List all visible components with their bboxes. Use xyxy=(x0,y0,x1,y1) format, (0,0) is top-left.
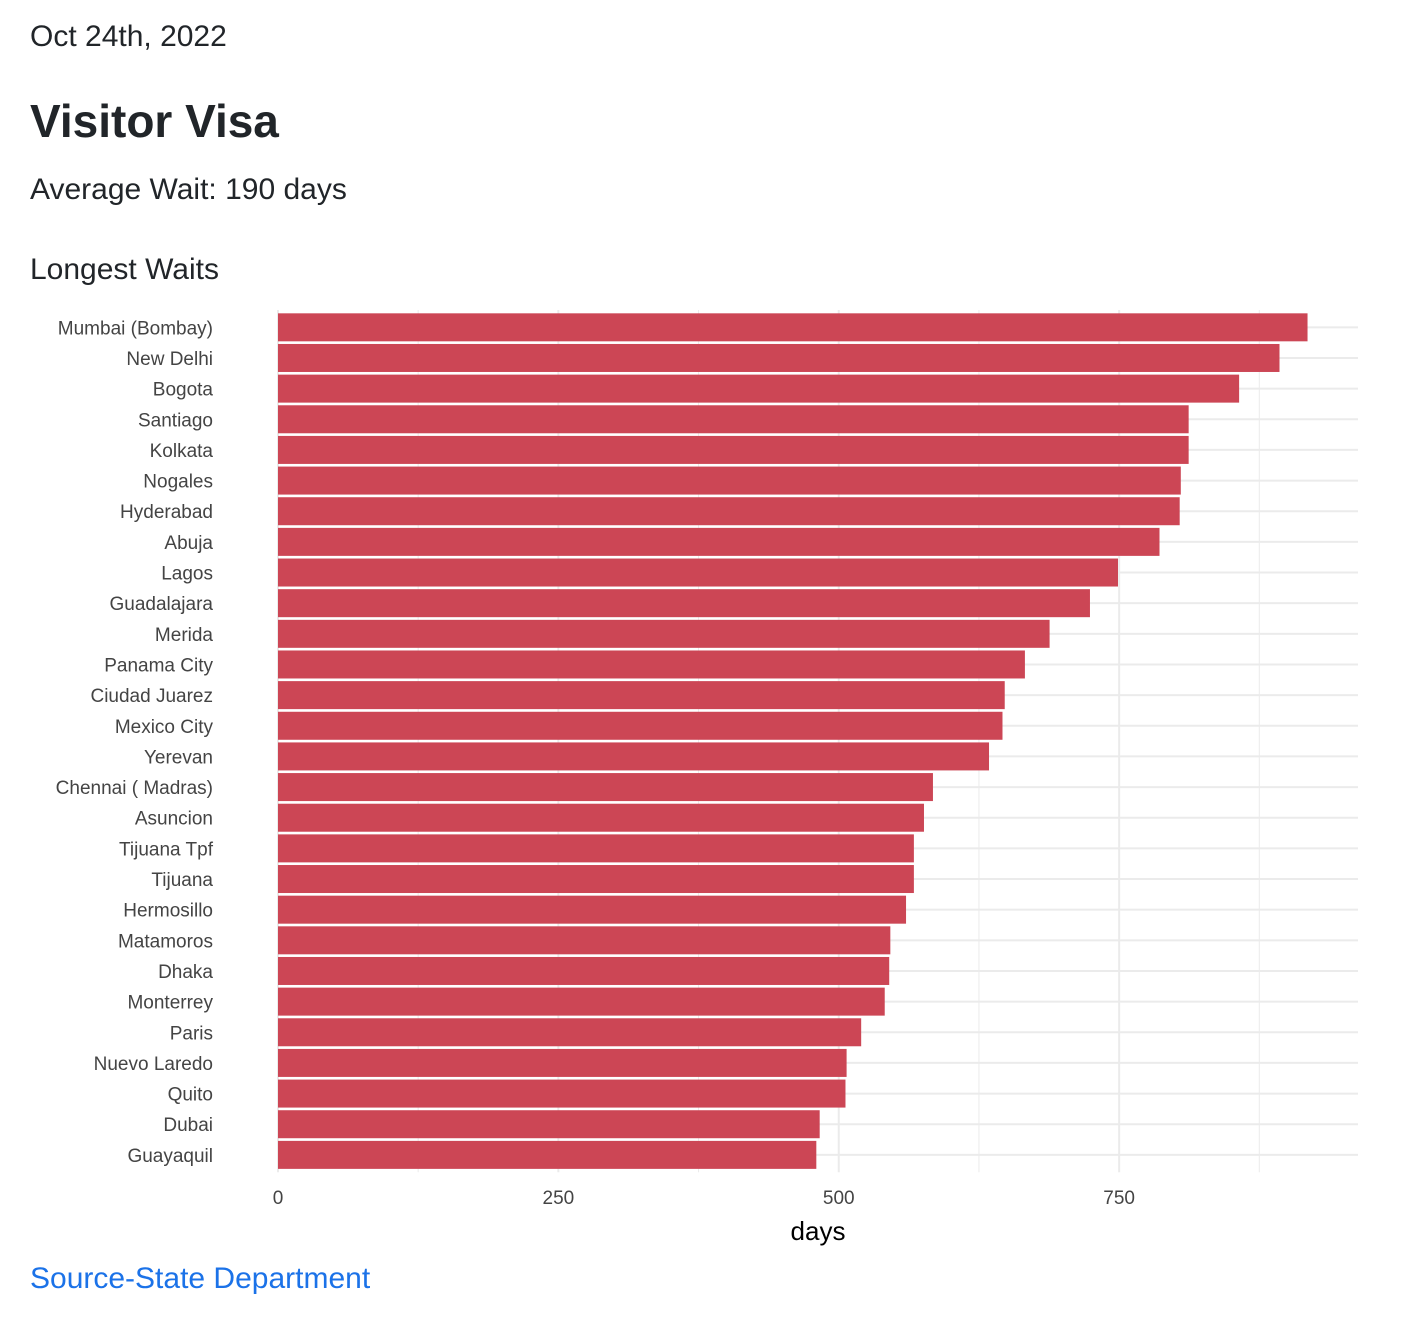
category-label: Dhaka xyxy=(158,962,213,983)
bar xyxy=(278,773,933,802)
chart-subtitle: Longest Waits xyxy=(30,253,219,286)
bar xyxy=(278,711,1003,740)
bar xyxy=(278,313,1308,342)
category-label: Asuncion xyxy=(135,809,213,830)
x-tick-layer: 0 250 500 750 xyxy=(273,1188,1135,1209)
bar xyxy=(278,589,1090,618)
category-label: Guayaquil xyxy=(127,1146,213,1167)
source-link[interactable]: Source-State Department xyxy=(30,1262,371,1295)
bar xyxy=(278,742,990,771)
bar xyxy=(278,558,1118,587)
category-label: Hermosillo xyxy=(123,901,213,922)
category-label: Abuja xyxy=(164,533,213,554)
category-label: Bogota xyxy=(153,380,214,401)
category-label: Hyderabad xyxy=(120,502,213,523)
bar xyxy=(278,343,1280,372)
bar xyxy=(278,987,885,1016)
x-tick-label: 250 xyxy=(543,1188,575,1209)
bar xyxy=(278,466,1181,495)
category-label: Matamoros xyxy=(118,931,213,952)
category-label: Nogales xyxy=(143,472,213,493)
bar xyxy=(278,374,1240,403)
report-date: Oct 24th, 2022 xyxy=(30,20,227,53)
category-label: Chennai ( Madras) xyxy=(56,778,213,799)
category-label: Yerevan xyxy=(144,747,213,768)
bar xyxy=(278,803,924,832)
bar xyxy=(278,650,1025,679)
category-label: Mumbai (Bombay) xyxy=(58,318,213,339)
category-label: Ciudad Juarez xyxy=(90,686,213,707)
page-title: Visitor Visa xyxy=(30,95,279,147)
bar xyxy=(278,895,907,924)
category-label: Guadalajara xyxy=(109,594,213,615)
category-label: Dubai xyxy=(163,1115,213,1136)
category-label: Nuevo Laredo xyxy=(94,1054,213,1075)
category-label: Santiago xyxy=(138,410,213,431)
bar xyxy=(278,681,1005,710)
bar xyxy=(278,834,914,863)
category-label: Lagos xyxy=(161,564,213,585)
x-tick-label: 500 xyxy=(823,1188,855,1209)
category-label: Panama City xyxy=(104,655,213,676)
category-label: Kolkata xyxy=(150,441,214,462)
bar xyxy=(278,1140,817,1169)
category-label: Merida xyxy=(155,625,214,646)
bar xyxy=(278,1018,862,1047)
x-tick-label: 0 xyxy=(273,1188,284,1209)
bar xyxy=(278,926,891,955)
average-wait-value: 190 days xyxy=(225,173,347,206)
category-label: New Delhi xyxy=(126,349,213,370)
bar xyxy=(278,1079,846,1108)
x-tick-label: 750 xyxy=(1103,1188,1135,1209)
category-label: Tijuana Tpf xyxy=(119,839,214,860)
bar-layer xyxy=(278,313,1308,1169)
wait-times-bar-chart: Mumbai (Bombay) New Delhi Bogota Santiago Ko… xyxy=(56,310,1358,1246)
category-label: Monterrey xyxy=(127,993,213,1014)
category-label: Paris xyxy=(170,1023,213,1044)
category-label: Mexico City xyxy=(115,717,214,738)
bar xyxy=(278,1048,847,1077)
category-label: Quito xyxy=(168,1085,213,1106)
x-axis-title: days xyxy=(791,1216,846,1246)
category-label: Tijuana xyxy=(151,870,213,891)
bar xyxy=(278,865,914,894)
bar xyxy=(278,619,1050,648)
category-label-layer: Mumbai (Bombay) New Delhi Bogota Santiago Ko… xyxy=(56,318,214,1167)
bar xyxy=(278,497,1180,526)
bar xyxy=(278,527,1160,556)
bar xyxy=(278,1110,820,1139)
average-wait: Average Wait: 190 days xyxy=(30,173,347,207)
bar xyxy=(278,405,1189,434)
bar xyxy=(278,435,1189,464)
average-wait-label: Average Wait: xyxy=(30,173,217,206)
bar xyxy=(278,956,890,985)
